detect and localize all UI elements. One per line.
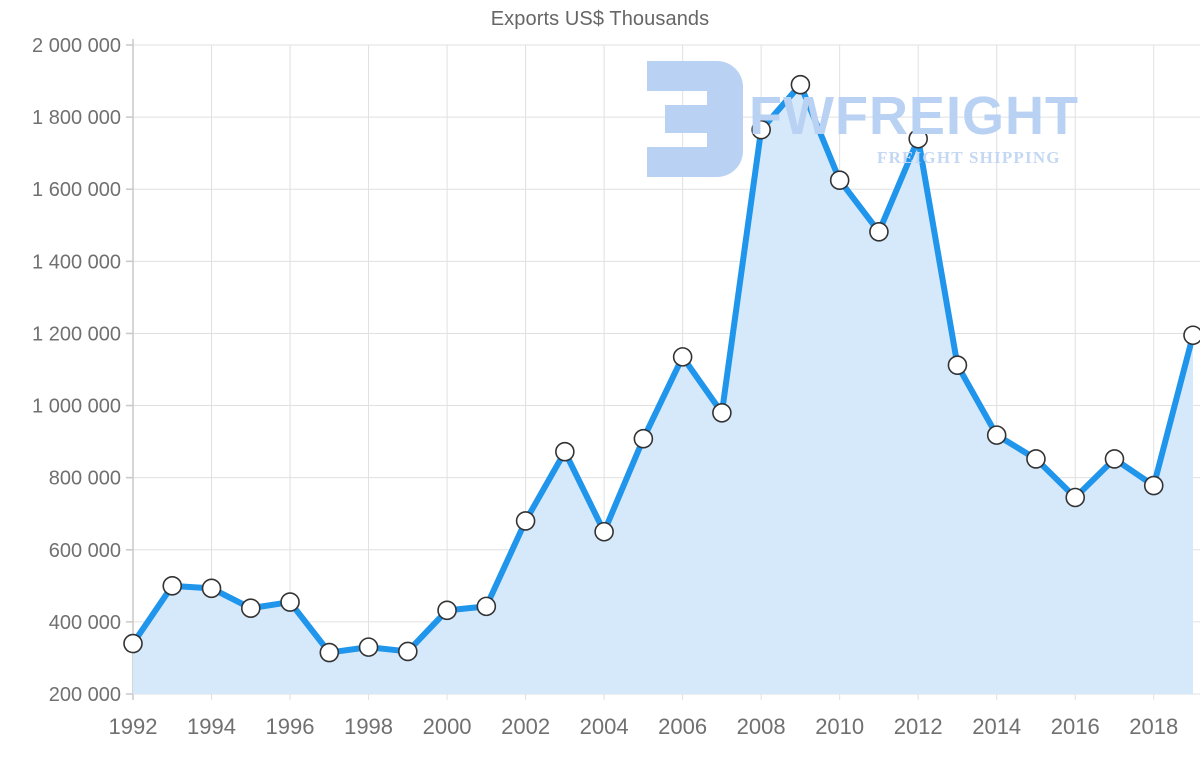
x-axis-tick-label: 1994 (187, 714, 236, 739)
data-point-marker[interactable] (751, 119, 771, 140)
y-axis-tick-label: 1 600 000 (32, 179, 121, 201)
x-axis-tick-label: 2004 (580, 714, 629, 739)
data-point-marker[interactable] (790, 74, 811, 95)
data-point-marker[interactable] (947, 355, 968, 375)
data-point-marker[interactable] (319, 642, 340, 663)
y-axis-tick-label: 1 200 000 (32, 323, 121, 345)
data-point-marker[interactable] (280, 592, 300, 612)
area-fill (133, 84, 1193, 694)
data-point-marker[interactable] (358, 637, 379, 657)
data-point-marker[interactable] (1104, 449, 1125, 469)
y-axis-tick-label: 600 000 (49, 540, 121, 562)
y-axis-tick-label: 1 000 000 (32, 396, 121, 418)
data-point-marker[interactable] (123, 633, 143, 654)
data-point-marker[interactable] (1065, 487, 1086, 508)
x-axis-tick-label: 2012 (894, 714, 943, 739)
data-point-marker[interactable] (908, 128, 928, 149)
data-point-marker[interactable] (1183, 325, 1200, 346)
data-point-marker[interactable] (437, 600, 457, 621)
chart-title: Exports US$ Thousands (490, 8, 710, 30)
data-point-marker[interactable] (986, 425, 1007, 445)
x-axis-tick-label: 2016 (1051, 714, 1100, 739)
data-point-marker[interactable] (672, 347, 693, 367)
data-point-marker[interactable] (633, 428, 654, 449)
data-point-marker[interactable] (162, 576, 183, 596)
x-axis-tick-label: 1996 (266, 714, 315, 739)
data-point-marker[interactable] (1143, 475, 1164, 496)
data-point-marker[interactable] (240, 598, 261, 618)
x-axis-tick-labels: 1992 1994 1996 1998 2000 2002 2004 2006 2008 2010… (109, 714, 1179, 739)
data-line (130, 81, 1196, 656)
y-axis-tick-label: 400 000 (49, 612, 121, 634)
data-point-marker[interactable] (555, 441, 575, 462)
x-axis-tick-label: 2008 (737, 714, 786, 739)
x-axis-tick-label: 2000 (423, 714, 472, 739)
y-axis-tick-label: 800 000 (49, 468, 121, 490)
data-point-marker[interactable] (398, 641, 418, 662)
data-point-marker[interactable] (594, 521, 614, 542)
x-axis-tick-label: 2006 (658, 714, 707, 739)
y-axis-tick-label: 1 400 000 (32, 251, 121, 273)
x-axis-tick-label: 2014 (972, 714, 1021, 739)
data-point-marker[interactable] (712, 402, 732, 423)
data-point-marker[interactable] (1026, 449, 1046, 469)
x-axis-tick-label: 2002 (501, 714, 550, 739)
y-axis-tick-label: 2 000 000 (32, 35, 121, 57)
x-axis-tick-label: 1992 (109, 714, 158, 739)
data-point-marker[interactable] (869, 221, 889, 242)
y-axis-tick-labels: 2 000 000 1 800 000 1 600 000 1 400 000 1 20… (32, 35, 133, 706)
y-axis-tick-label: 1 800 000 (32, 107, 121, 129)
data-point-marker[interactable] (515, 511, 536, 531)
data-point-marker[interactable] (829, 170, 850, 191)
y-axis-tick-label: 200 000 (49, 684, 121, 706)
x-axis-tick-label: 2018 (1129, 714, 1178, 739)
x-axis-tick-label: 1998 (344, 714, 393, 739)
x-axis-tick-label: 2010 (815, 714, 864, 739)
data-point-marker[interactable] (476, 596, 497, 617)
data-point-marker[interactable] (201, 578, 222, 599)
data-point-markers (123, 74, 1200, 663)
